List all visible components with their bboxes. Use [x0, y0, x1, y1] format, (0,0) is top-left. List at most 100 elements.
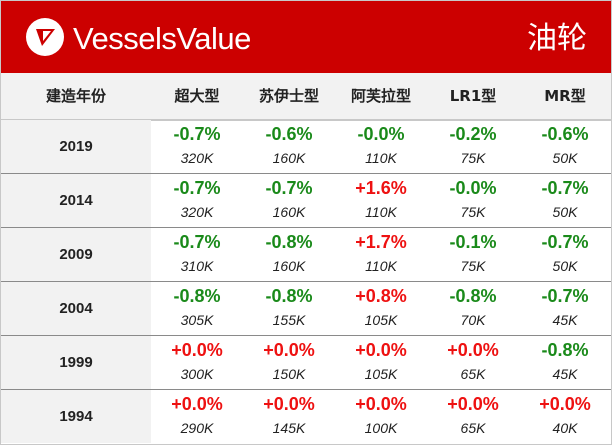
percent-change: +0.0% — [263, 340, 315, 360]
percent-change: -0.6% — [265, 124, 313, 144]
vessel-value: 110K — [365, 150, 397, 166]
percent-change: -0.8% — [173, 286, 221, 306]
value-cell: -0.7% 50K — [519, 174, 611, 227]
value-cell: +0.0% 65K — [427, 336, 519, 389]
percent-change: -0.7% — [541, 232, 589, 252]
vessel-value: 160K — [272, 204, 306, 220]
table-row: 2004 -0.8% 305K -0.8% 155K +0.8% 105K -0.8% 70K -… — [1, 282, 611, 336]
value-cell: +0.0% 105K — [335, 336, 427, 389]
percent-change: -0.8% — [265, 286, 313, 306]
value-cell: -0.7% 320K — [151, 120, 243, 173]
percent-change: -0.7% — [541, 178, 589, 198]
vessel-value: 310K — [180, 258, 214, 274]
vessel-value: 105K — [364, 312, 398, 328]
vessel-value: 305K — [180, 312, 214, 328]
percent-change: +0.0% — [539, 394, 591, 414]
column-header-lr1: LR1型 — [449, 87, 497, 105]
header-bar: VesselsValue 油轮 — [1, 1, 611, 73]
vessel-value: 50K — [552, 150, 578, 166]
vessel-value: 145K — [272, 420, 306, 436]
build-year: 1994 — [59, 408, 93, 425]
vessel-value: 105K — [364, 366, 398, 382]
column-header-row: 建造年份 超大型 苏伊士型 阿芙拉型 LR1型 MR型 — [1, 73, 611, 121]
vessel-value: 75K — [460, 204, 486, 220]
value-cell: +0.0% 300K — [151, 336, 243, 389]
table-row: 2019 -0.7% 320K -0.6% 160K -0.0% 110K -0.2% 75K -… — [1, 120, 611, 174]
percent-change: +0.8% — [355, 286, 407, 306]
value-cell: -0.8% 160K — [243, 228, 335, 281]
percent-change: -0.0% — [357, 124, 405, 144]
vessel-value: 160K — [272, 150, 306, 166]
value-cell: -0.1% 75K — [427, 228, 519, 281]
percent-change: -0.6% — [541, 124, 589, 144]
percent-change: -0.7% — [173, 232, 221, 252]
percent-change: +0.0% — [447, 394, 499, 414]
vessel-value: 155K — [272, 312, 306, 328]
value-cell: +0.8% 105K — [335, 282, 427, 335]
value-cell: +0.0% 100K — [335, 390, 427, 443]
value-cell: -0.8% 45K — [519, 336, 611, 389]
build-year: 2009 — [59, 246, 93, 263]
percent-change: -0.7% — [541, 286, 589, 306]
vessel-value: 45K — [552, 312, 578, 328]
vessel-value: 150K — [272, 366, 306, 382]
percent-change: +0.0% — [447, 340, 499, 360]
table-row: 2014 -0.7% 320K -0.7% 160K +1.6% 110K -0.0% 75K -… — [1, 174, 611, 228]
percent-change: -0.7% — [173, 124, 221, 144]
value-cell: -0.0% 75K — [427, 174, 519, 227]
percent-change: +0.0% — [355, 394, 407, 414]
value-cell: +0.0% 65K — [427, 390, 519, 443]
value-cell: -0.7% 320K — [151, 174, 243, 227]
vessel-value: 50K — [552, 258, 578, 274]
value-cell: -0.7% 45K — [519, 282, 611, 335]
value-cell: -0.7% 160K — [243, 174, 335, 227]
percent-change: -0.8% — [449, 286, 497, 306]
vessel-value: 70K — [460, 312, 486, 328]
value-cell: -0.0% 110K — [335, 120, 427, 173]
table-row: 1994 +0.0% 290K +0.0% 145K +0.0% 100K +0.0% 65K +… — [1, 390, 611, 443]
vessel-value: 160K — [272, 258, 306, 274]
percent-change: -0.2% — [449, 124, 497, 144]
vessel-value: 45K — [552, 366, 578, 382]
percent-change: -0.0% — [449, 178, 497, 198]
brand-name: VesselsValue — [73, 21, 251, 56]
column-header-suezmax: 苏伊士型 — [258, 87, 319, 105]
value-cell: +0.0% 145K — [243, 390, 335, 443]
vesselsvalue-logo-icon — [26, 18, 64, 56]
value-cell: +1.6% 110K — [335, 174, 427, 227]
vessel-value: 75K — [460, 150, 486, 166]
value-cell: +0.0% 150K — [243, 336, 335, 389]
vessel-value: 290K — [180, 420, 214, 436]
vessel-value: 110K — [365, 258, 397, 274]
year-cell: 2009 — [1, 228, 151, 281]
percent-change: +1.7% — [355, 232, 407, 252]
percent-change: -0.7% — [173, 178, 221, 198]
percent-change: -0.8% — [265, 232, 313, 252]
value-cell: -0.7% 310K — [151, 228, 243, 281]
value-cell: +0.0% 290K — [151, 390, 243, 443]
column-header-mr: MR型 — [544, 87, 586, 105]
vessel-value: 320K — [180, 204, 214, 220]
build-year: 2004 — [59, 300, 93, 317]
percent-change: -0.8% — [541, 340, 589, 360]
year-cell: 2004 — [1, 282, 151, 335]
column-header-build-year: 建造年份 — [45, 87, 106, 105]
percent-change: +0.0% — [355, 340, 407, 360]
value-cell: -0.7% 50K — [519, 228, 611, 281]
percent-change: +1.6% — [355, 178, 407, 198]
build-year: 1999 — [59, 354, 93, 371]
vessel-value: 110K — [365, 204, 397, 220]
year-cell: 2014 — [1, 174, 151, 227]
column-header-vlcc: 超大型 — [174, 87, 220, 105]
percent-change: +0.0% — [263, 394, 315, 414]
vessel-value: 50K — [552, 204, 578, 220]
percent-change: -0.7% — [265, 178, 313, 198]
year-cell: 1999 — [1, 336, 151, 389]
value-cell: -0.2% 75K — [427, 120, 519, 173]
value-cell: +0.0% 40K — [519, 390, 611, 443]
year-cell: 2019 — [1, 120, 151, 173]
percent-change: +0.0% — [171, 394, 223, 414]
percent-change: -0.1% — [449, 232, 497, 252]
build-year: 2014 — [59, 192, 93, 209]
value-cell: -0.8% 155K — [243, 282, 335, 335]
